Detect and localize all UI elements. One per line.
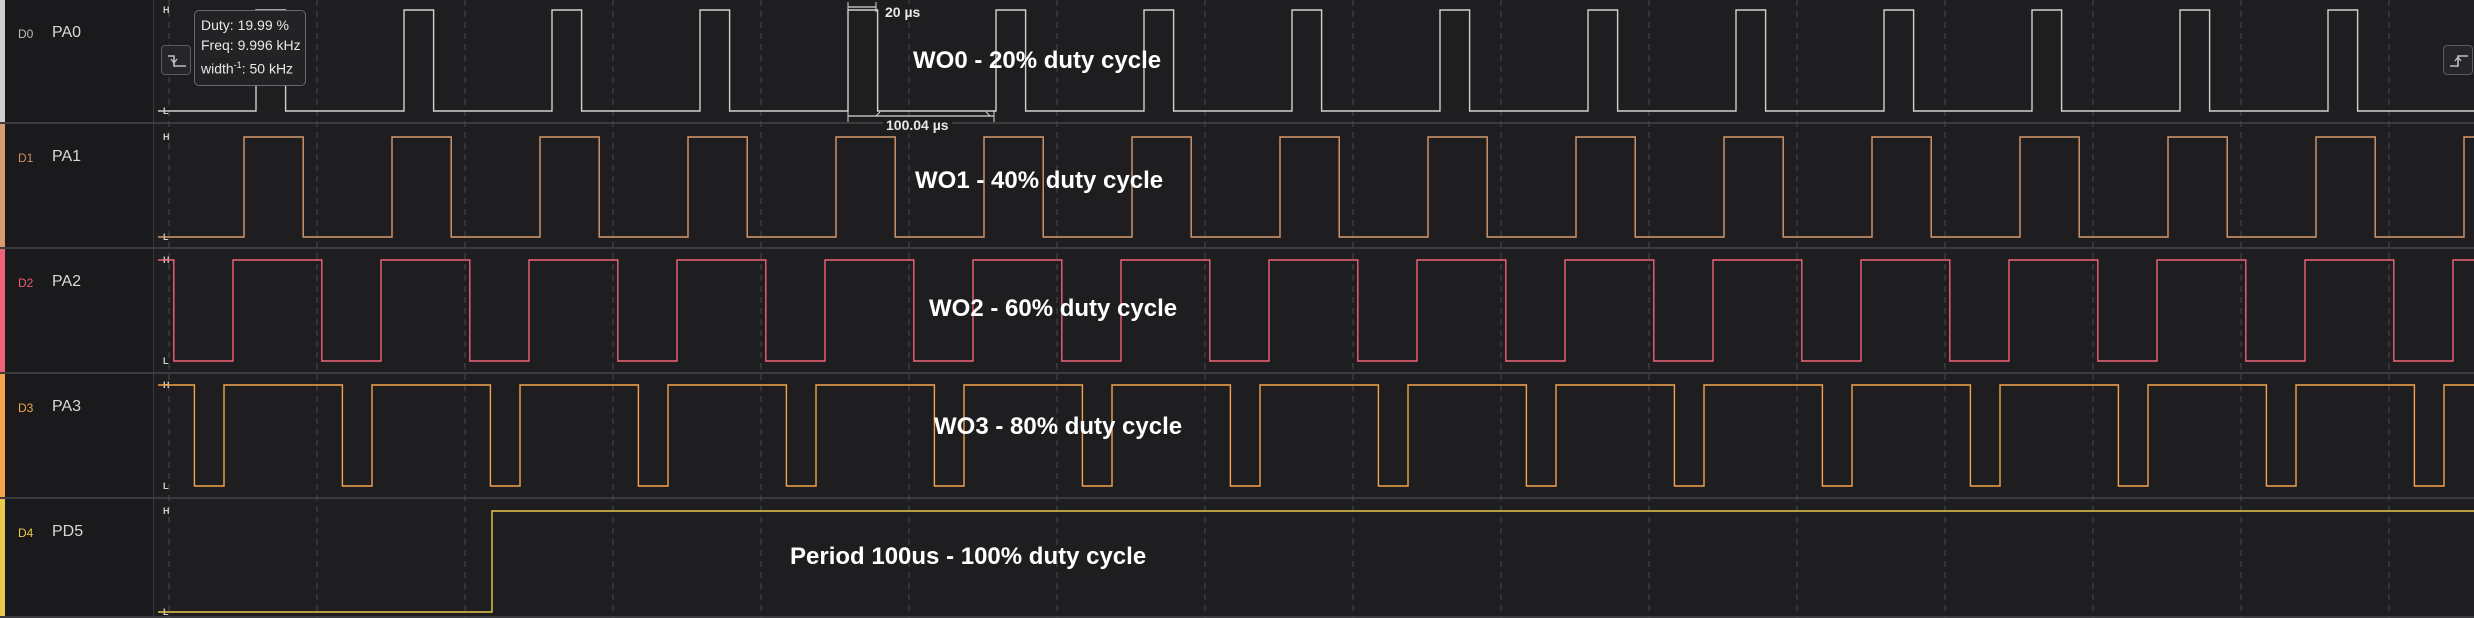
waveform-d0 [158,9,2474,112]
channel-id: D4 [18,526,34,540]
channel-color-bar [0,0,5,122]
measurement-markers [847,2,995,122]
measurement-tooltip: Duty: 19.99 % Freq: 9.996 kHz width-1: 5… [194,10,306,86]
channel-color-bar [0,499,5,616]
channel-name: PA2 [52,273,82,290]
channel-row-d3[interactable]: D3 PA3 [0,374,2474,499]
level-low-label: L [163,356,169,366]
annotation-d3: WO3 - 80% duty cycle [934,413,1183,440]
tooltip-freq: Freq: 9.996 kHz [201,37,301,53]
tooltip-width-prefix: width [201,60,234,77]
channel-id: D3 [18,401,34,415]
level-low-label: L [163,481,169,491]
waveform-d4 [158,510,2474,613]
waveform-d1 [158,136,2474,238]
channel-row-d4[interactable]: D4 PD5 [0,499,2474,618]
channel-name: PD5 [52,523,84,540]
tooltip-width: width-1: 50 kHz [201,55,299,79]
measurement-line [985,111,991,117]
tooltip-width-sup: -1 [233,60,242,70]
waveform-d3 [158,384,2474,487]
falling-edge-button[interactable] [161,45,191,75]
tooltip-width-value: : 50 kHz [241,60,294,77]
channel-color-bar [0,374,5,497]
channel-label-panel[interactable]: D4 PD5 [0,499,154,616]
channel-color-bar [0,124,5,247]
channel-id: D1 [18,151,34,165]
channel-name: PA3 [52,398,82,415]
channel-label-panel[interactable]: D0 PA0 [0,0,154,122]
channel-row-d2[interactable]: D2 PA2 [0,249,2474,374]
level-high-label: H [163,5,170,15]
channel-color-bar [0,249,5,372]
channel-label-panel[interactable]: D2 PA2 [0,249,154,372]
measurement-line [875,111,881,117]
level-high-label: H [163,506,170,516]
rising-edge-button[interactable] [2443,45,2473,75]
channel-name: PA1 [52,148,82,165]
channel-id: D0 [18,27,34,41]
annotation-d4: Period 100us - 100% duty cycle [790,543,1147,570]
tooltip-duty: Duty: 19.99 % [201,17,289,33]
level-high-label: H [163,132,170,142]
annotation-d1: WO1 - 40% duty cycle [915,167,1164,194]
channel-id: D2 [18,276,34,290]
channel-name: PA0 [52,24,82,41]
rising-edge-icon [2450,55,2468,67]
channel-row-d0[interactable]: D0 PA0 [0,0,2474,124]
waveform-d2 [158,259,2474,362]
channel-row-d1[interactable]: D1 PA1 [0,124,2474,249]
period-label: 100.04 µs [883,117,952,133]
falling-edge-icon [168,55,186,67]
channel-label-panel[interactable]: D1 PA1 [0,124,154,247]
channel-label-panel[interactable]: D3 PA3 [0,374,154,497]
annotation-d2: WO2 - 60% duty cycle [929,295,1178,322]
pulse-width-label: 20 µs [882,4,924,20]
annotation-d0: WO0 - 20% duty cycle [913,47,1162,74]
grid-lines [168,0,2390,618]
